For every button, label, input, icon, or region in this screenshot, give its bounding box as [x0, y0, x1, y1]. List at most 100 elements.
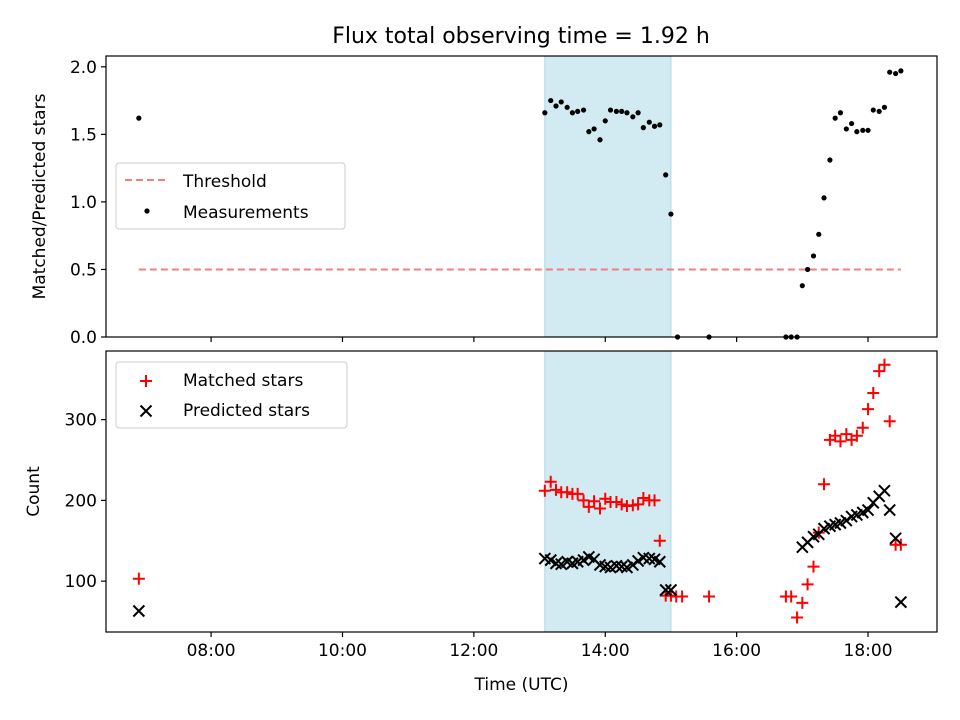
predicted-star-point [883, 503, 896, 517]
measurement-point [548, 97, 554, 104]
measurement-point [827, 157, 833, 163]
x-tick-label: 18:00 [844, 641, 893, 661]
x-tick-label: 16:00 [712, 641, 761, 661]
measurement-point [849, 120, 855, 127]
matched-star-point [791, 611, 804, 624]
measurement-point [843, 126, 849, 132]
matched-star-point [653, 534, 666, 547]
axes-frame [105, 350, 938, 633]
y-tick-label: 1.0 [70, 193, 97, 213]
matched-star-point [577, 494, 590, 507]
measurement-point [553, 103, 559, 109]
predicted-star-point [894, 595, 908, 609]
matched-star-point [785, 590, 798, 603]
matched-star-point [571, 487, 584, 500]
measurement-point [597, 137, 603, 143]
matched-star-point [582, 500, 595, 513]
measurement-point [619, 108, 625, 114]
x-tick-label: 08:00 [187, 641, 236, 661]
axes-frame [105, 55, 938, 338]
legend-predicted-swatch [139, 404, 153, 418]
legend-threshold-label: Threshold [182, 172, 267, 192]
measurement-point [876, 108, 882, 114]
measurement-point [564, 104, 570, 110]
measurement-point [635, 110, 641, 116]
measurement-point [586, 129, 592, 135]
measurement-point [881, 104, 888, 110]
measurement-point [663, 172, 669, 178]
y-tick-label: 2.0 [70, 58, 97, 78]
matched-star-point [615, 498, 628, 511]
y-tick-label: 1.5 [70, 125, 97, 145]
count-axes: 100 200 300 08:00 10:00 12:00 14:00 16:00 18:00 C… [24, 350, 938, 695]
measurement-point [865, 127, 871, 133]
measurement-point [893, 70, 899, 77]
legend-matched-label: Matched stars [183, 371, 303, 391]
matched-star-point [883, 415, 896, 428]
matched-star-point [856, 421, 869, 434]
predicted-star-point [889, 532, 902, 545]
matched-star-point [873, 365, 886, 378]
predicted-star-point [132, 604, 146, 618]
measurement-point [837, 110, 844, 116]
measurement-point [854, 129, 860, 135]
y-axis-label: Count [24, 466, 44, 517]
ratio-axes: 0.0 0.5 1.0 1.5 2.0 Matched/Predicted stars Th… [30, 55, 938, 348]
matched-star-point [610, 495, 623, 508]
matched-star-point [894, 538, 907, 551]
matched-star-point [549, 483, 562, 496]
matched-star-point [637, 491, 650, 504]
shaded-span [544, 55, 672, 338]
legend-frame [115, 162, 346, 230]
legend: Threshold Measurements [115, 162, 346, 230]
matched-star-point [829, 429, 842, 442]
legend-measurement-label: Measurements [183, 203, 309, 223]
matched-star-point [594, 502, 607, 515]
measurement-point [657, 122, 663, 128]
measurement-point [542, 110, 548, 116]
legend-frame [115, 361, 348, 429]
legend: Matched stars Predicted stars [115, 361, 348, 429]
y-tick-label: 0.0 [70, 328, 97, 348]
matched-star-point [840, 428, 853, 441]
x-tick-label: 14:00 [581, 641, 630, 661]
measurement-point [898, 68, 904, 74]
chart-title: Flux total observing time = 1.92 h [332, 24, 710, 49]
y-axis-label: Matched/Predicted stars [30, 93, 50, 299]
measurement-point [607, 107, 614, 113]
measurement-point [630, 114, 636, 120]
predicted-star-point [653, 555, 666, 568]
measurement-point [887, 69, 893, 75]
x-axis-label: Time (UTC) [474, 675, 569, 695]
measurement-point [832, 115, 838, 121]
x-tick-label: 12:00 [449, 641, 498, 661]
measurement-point [640, 125, 646, 131]
matched-star-point [834, 435, 847, 448]
predicted-star-point [664, 583, 678, 597]
measurement-point [816, 231, 822, 237]
measurement-point [651, 123, 658, 129]
matched-star-point [538, 484, 551, 497]
x-tick-label: 10:00 [318, 641, 367, 661]
matched-star-point [132, 572, 145, 585]
y-tick-label: 100 [65, 572, 97, 592]
matched-star-point [632, 498, 645, 511]
measurement-point [624, 110, 630, 116]
matched-star-point [703, 590, 716, 603]
predicted-star-point [878, 484, 891, 497]
matched-star-point [544, 475, 557, 488]
matched-star-point [878, 358, 891, 371]
measurement-point [860, 127, 866, 133]
matched-star-point [588, 495, 601, 508]
matched-star-point [796, 596, 809, 609]
matched-star-point [818, 478, 831, 491]
matched-star-point [801, 578, 814, 591]
predicted-star-point [659, 583, 672, 597]
measurement-point [799, 283, 805, 289]
y-tick-label: 200 [65, 491, 97, 511]
measurement-point [668, 211, 674, 217]
matched-star-point [867, 386, 880, 399]
measurement-point [136, 115, 142, 121]
y-tick-label: 0.5 [70, 260, 97, 280]
